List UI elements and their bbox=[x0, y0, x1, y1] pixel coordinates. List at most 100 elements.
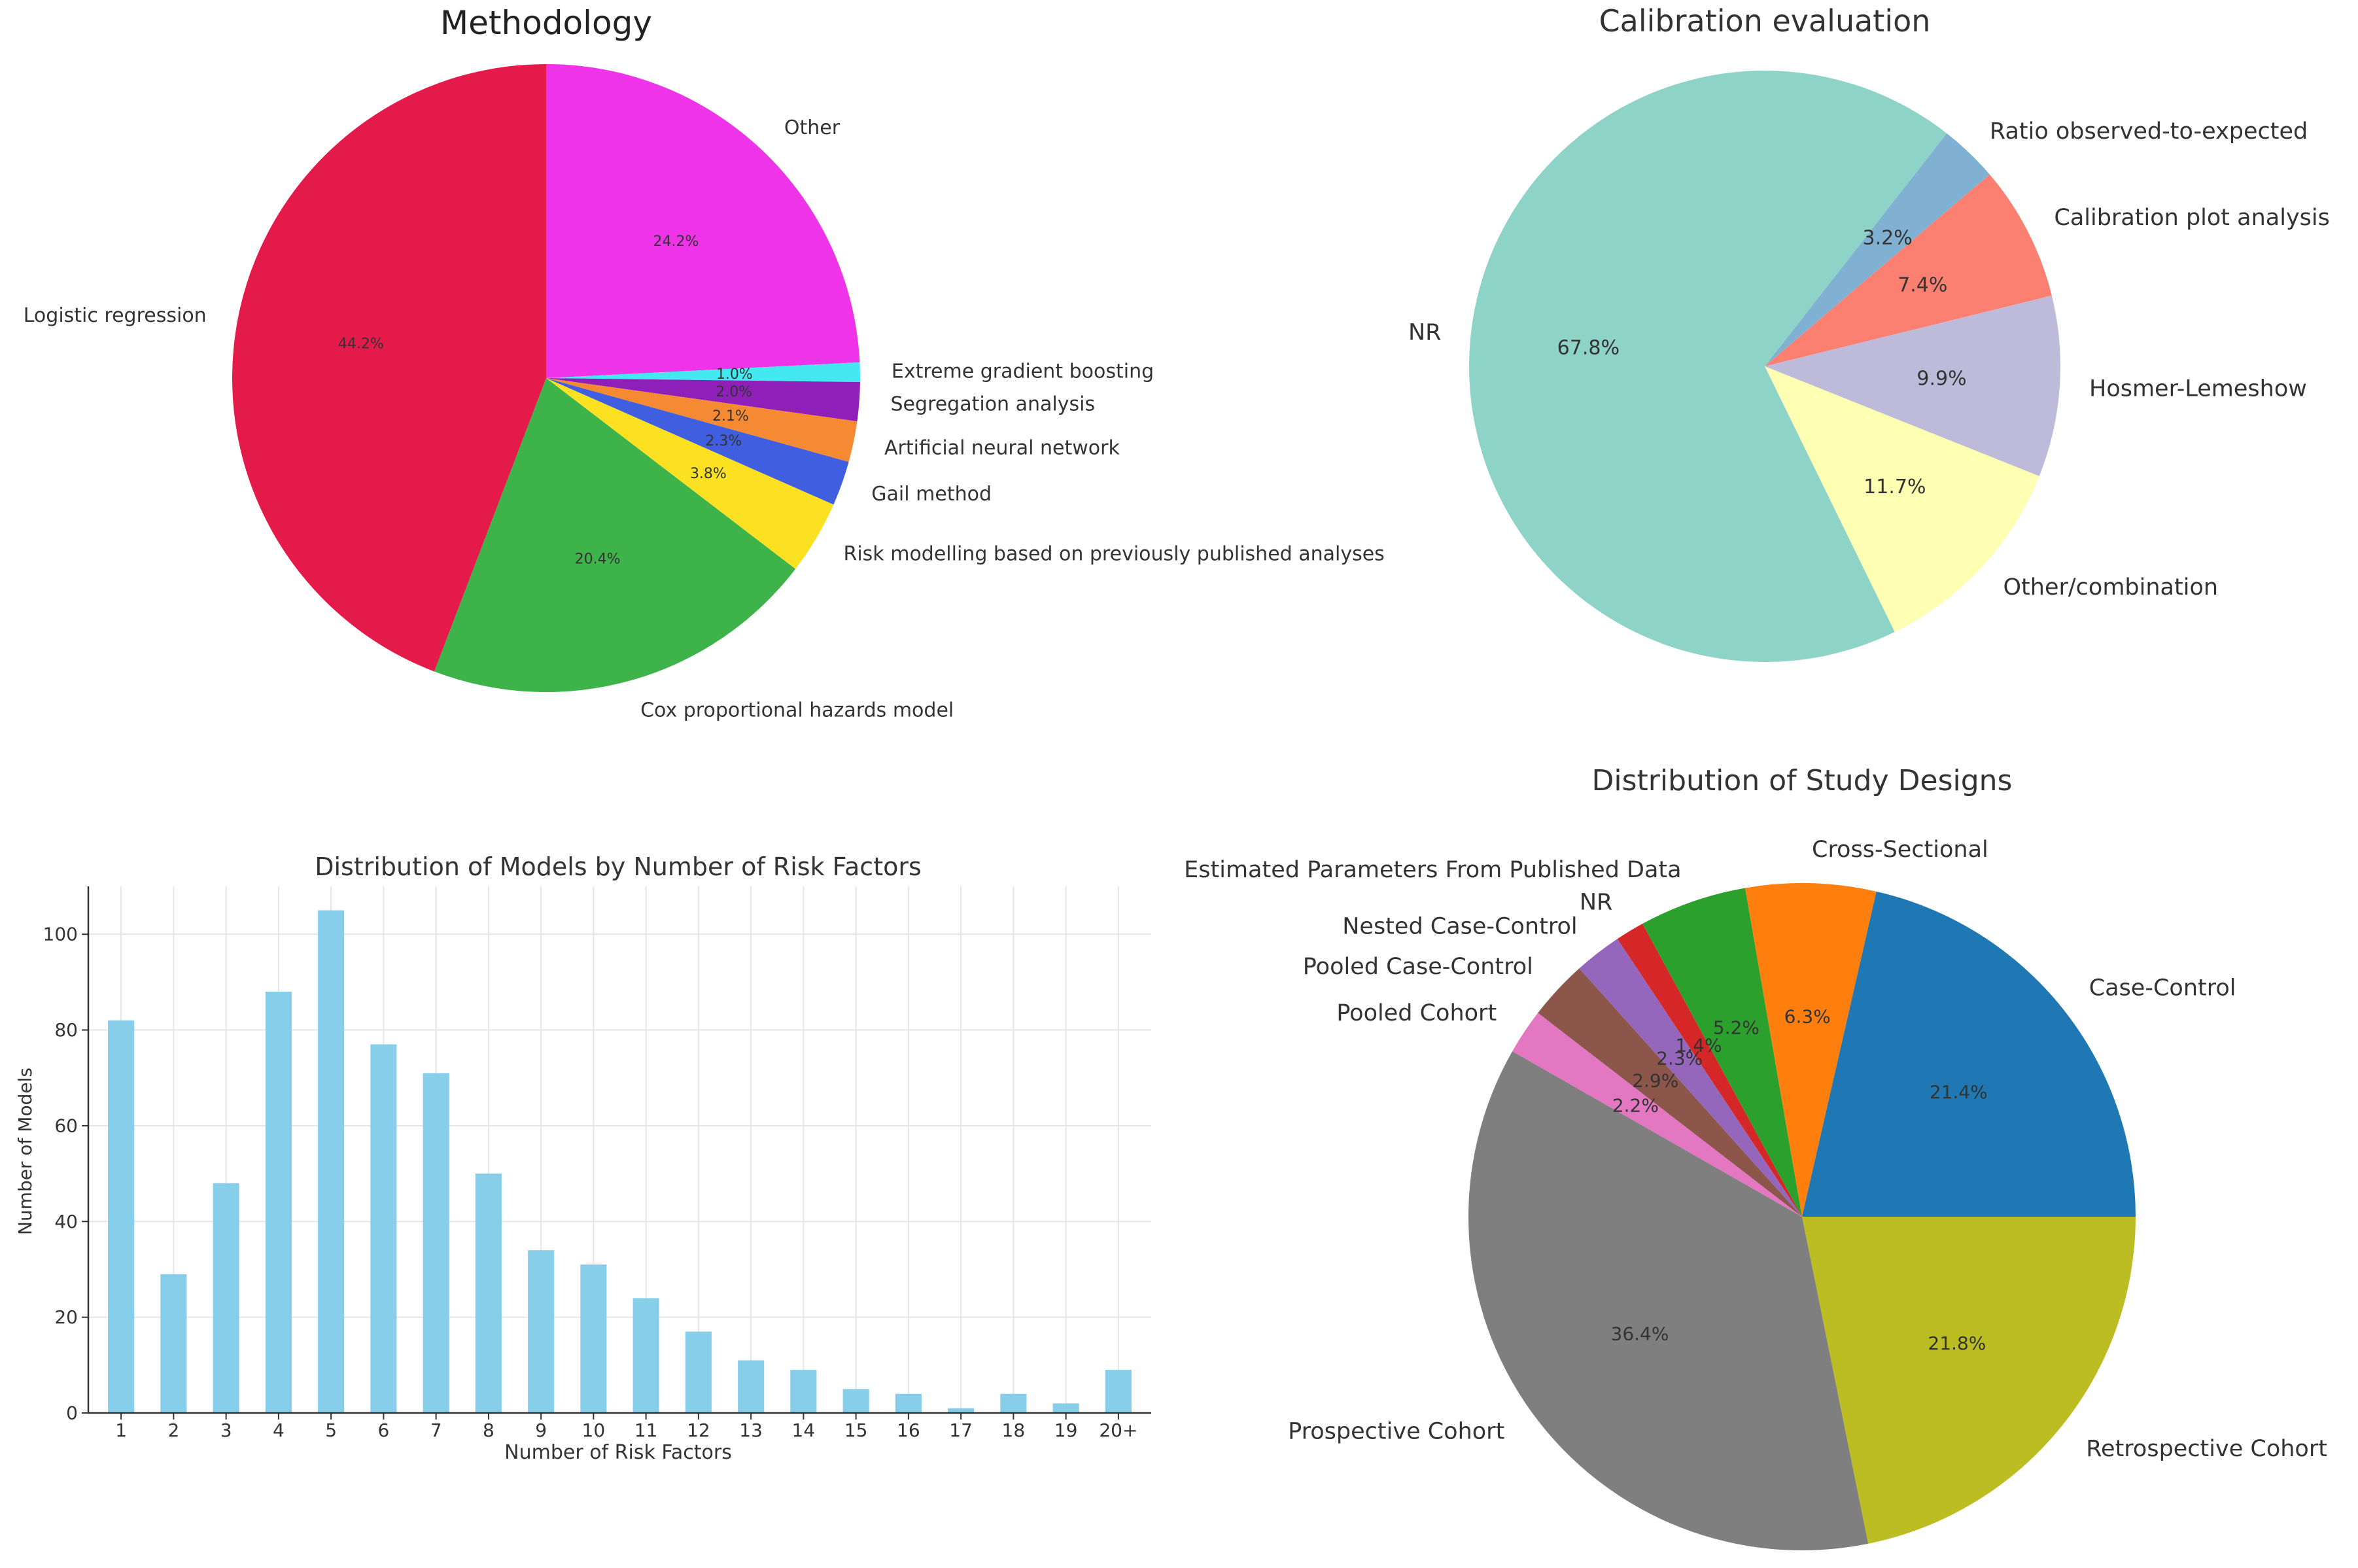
bar-11 bbox=[633, 1298, 659, 1413]
calibration-legend-label-calibration-plot-analysis: Calibration plot analysis bbox=[2054, 205, 2329, 231]
study-designs-pct-label-nr: 1.4% bbox=[1675, 1034, 1722, 1056]
bar-chart-xtick-label: 13 bbox=[739, 1420, 763, 1441]
methodology-pct-label-other: 24.2% bbox=[653, 234, 699, 250]
bar-5 bbox=[318, 910, 345, 1413]
methodology-legend-label-gail-method: Gail method bbox=[871, 483, 992, 506]
methodology-slice-risk-modelling-based-on-previously-published-analyses bbox=[546, 378, 834, 569]
bar-chart-xtick-label: 17 bbox=[949, 1420, 973, 1441]
bar-chart-xtick-label: 1 bbox=[115, 1420, 127, 1441]
methodology-slice-cox-proportional-hazards-model bbox=[434, 378, 796, 693]
calibration-pct-label-nr: 67.8% bbox=[1557, 336, 1620, 359]
risk-factors-bar-chart: Distribution of Models by Number of Risk… bbox=[14, 852, 1151, 1464]
methodology-legend-label-other: Other bbox=[784, 116, 841, 139]
methodology-slice-other bbox=[546, 64, 860, 378]
calibration-legend-label-hosmer-lemeshow: Hosmer-Lemeshow bbox=[2089, 376, 2307, 402]
bar-chart-ytick-label: 100 bbox=[43, 924, 78, 945]
study-designs-pct-label-estimated-parameters-from-published-data: 5.2% bbox=[1713, 1017, 1760, 1039]
calibration-legend-label-ratio-observed-to-expected: Ratio observed-to-expected bbox=[1990, 118, 2308, 145]
bar-chart-xtick-label: 4 bbox=[273, 1420, 285, 1441]
bar-chart-ytick-label: 20 bbox=[54, 1306, 78, 1328]
study-designs-legend-label-retrospective-cohort: Retrospective Cohort bbox=[2086, 1436, 2327, 1462]
bar-17 bbox=[948, 1408, 975, 1413]
methodology-legend-label-logistic-regression: Logistic regression bbox=[24, 304, 207, 327]
bar-chart-xtick-label: 7 bbox=[430, 1420, 442, 1441]
bar-chart-xlabel: Number of Risk Factors bbox=[504, 1441, 732, 1464]
study-designs-slice-prospective-cohort bbox=[1468, 1051, 1869, 1551]
calibration-slice-ratio-observed-to-expected bbox=[1765, 133, 1990, 366]
bar-chart-xtick-label: 6 bbox=[377, 1420, 389, 1441]
study-designs-slice-estimated-parameters-from-published-data bbox=[1642, 888, 1802, 1217]
methodology-slice-logistic-regression bbox=[232, 64, 546, 672]
bar-chart-xtick-label: 10 bbox=[582, 1420, 606, 1441]
bar-chart-xtick-label: 3 bbox=[220, 1420, 232, 1441]
methodology-slice-gail-method bbox=[546, 378, 849, 505]
study-designs-legend-label-pooled-case-control: Pooled Case-Control bbox=[1303, 954, 1533, 980]
study-designs-pct-label-prospective-cohort: 36.4% bbox=[1611, 1323, 1669, 1345]
methodology-legend-label-cox-proportional-hazards-model: Cox proportional hazards model bbox=[640, 699, 954, 722]
bar-16 bbox=[895, 1393, 922, 1413]
calibration-title: Calibration evaluation bbox=[1599, 3, 1931, 39]
study-designs-slice-pooled-case-control bbox=[1538, 968, 1802, 1217]
bar-chart-xtick-label: 5 bbox=[325, 1420, 337, 1441]
bar-7 bbox=[423, 1073, 449, 1413]
bar-chart-xtick-label: 8 bbox=[483, 1420, 494, 1441]
calibration-pct-label-ratio-observed-to-expected: 3.2% bbox=[1862, 227, 1912, 250]
methodology-pct-label-segregation-analysis: 2.0% bbox=[716, 384, 752, 400]
bar-4 bbox=[265, 992, 292, 1413]
bar-19 bbox=[1052, 1403, 1079, 1413]
calibration-slice-other-combination bbox=[1765, 366, 2039, 632]
bar-3 bbox=[213, 1183, 239, 1413]
study-designs-title: Distribution of Study Designs bbox=[1592, 764, 2013, 797]
bar-2 bbox=[160, 1274, 187, 1413]
methodology-legend-label-segregation-analysis: Segregation analysis bbox=[891, 392, 1096, 415]
methodology-pct-label-extreme-gradient-boosting: 1.0% bbox=[716, 366, 753, 383]
bar-chart-title: Distribution of Models by Number of Risk… bbox=[315, 852, 922, 881]
study-designs-slice-pooled-cohort bbox=[1512, 1013, 1802, 1217]
methodology-pct-label-gail-method: 2.3% bbox=[705, 433, 742, 449]
bar-8 bbox=[475, 1174, 502, 1413]
bar-14 bbox=[790, 1370, 817, 1413]
methodology-legend-label-extreme-gradient-boosting: Extreme gradient boosting bbox=[892, 360, 1154, 383]
bar-chart-xtick-label: 9 bbox=[535, 1420, 547, 1441]
bar-15 bbox=[842, 1389, 869, 1413]
bar-chart-xtick-label: 15 bbox=[844, 1420, 868, 1441]
bar-10 bbox=[580, 1264, 607, 1413]
calibration-slice-hosmer-lemeshow bbox=[1765, 295, 2061, 476]
study-designs-pct-label-pooled-case-control: 2.9% bbox=[1632, 1070, 1678, 1091]
study-designs-pct-label-pooled-cohort: 2.2% bbox=[1612, 1095, 1659, 1117]
methodology-pct-label-logistic-regression: 44.2% bbox=[338, 336, 384, 352]
bar-6 bbox=[370, 1044, 397, 1413]
calibration-pct-label-other-combination: 11.7% bbox=[1864, 476, 1926, 498]
bar-chart-xtick-label: 11 bbox=[634, 1420, 658, 1441]
study-designs-slice-nr bbox=[1617, 924, 1802, 1217]
study-designs-legend-label-cross-sectional: Cross-Sectional bbox=[1812, 837, 1988, 863]
study-designs-legend-label-nr: NR bbox=[1580, 890, 1613, 916]
methodology-pie-chart: Methodology 24.2% 1.0%2.0% 2.1% 2.3% 3.8% 20.… bbox=[24, 4, 1385, 722]
methodology-pct-label-cox-proportional-hazards-model: 20.4% bbox=[575, 551, 621, 568]
study-designs-legend-label-case-control: Case-Control bbox=[2089, 975, 2236, 1001]
calibration-legend-label-other-combination: Other/combination bbox=[2003, 574, 2219, 601]
bar-12 bbox=[685, 1331, 712, 1413]
calibration-slice-nr bbox=[1469, 71, 1947, 663]
study-designs-pct-label-nested-case-control: 2.3% bbox=[1656, 1048, 1703, 1070]
bar-chart-xtick-label: 20+ bbox=[1099, 1420, 1137, 1441]
bar-chart-xtick-label: 12 bbox=[687, 1420, 710, 1441]
bar-1 bbox=[108, 1020, 135, 1413]
methodology-pct-label-risk-modelling-based-on-previously-published-analyses: 3.8% bbox=[690, 466, 727, 482]
bar-18 bbox=[1000, 1393, 1027, 1413]
study-designs-pct-label-case-control: 21.4% bbox=[1930, 1081, 1988, 1103]
bar-chart-ytick-label: 40 bbox=[54, 1211, 78, 1232]
study-designs-legend-label-prospective-cohort: Prospective Cohort bbox=[1288, 1419, 1504, 1445]
bar-chart-xtick-label: 19 bbox=[1054, 1420, 1078, 1441]
calibration-pct-label-hosmer-lemeshow: 9.9% bbox=[1916, 367, 1966, 390]
methodology-legend-label-artificial-neural-network: Artificial neural network bbox=[884, 437, 1120, 460]
methodology-title: Methodology bbox=[440, 4, 652, 42]
study-designs-slice-cross-sectional bbox=[1745, 882, 1877, 1217]
bar-20 bbox=[1105, 1370, 1132, 1413]
methodology-pct-label-artificial-neural-network: 2.1% bbox=[712, 408, 749, 425]
calibration-slice-calibration-plot-analysis bbox=[1765, 174, 2052, 366]
study-designs-slice-case-control bbox=[1802, 891, 2136, 1217]
calibration-pie-chart: Calibration evaluation 3.2% 7.4% 9.9% 11.7%… bbox=[1408, 3, 2330, 663]
methodology-slice-segregation-analysis bbox=[546, 378, 860, 422]
